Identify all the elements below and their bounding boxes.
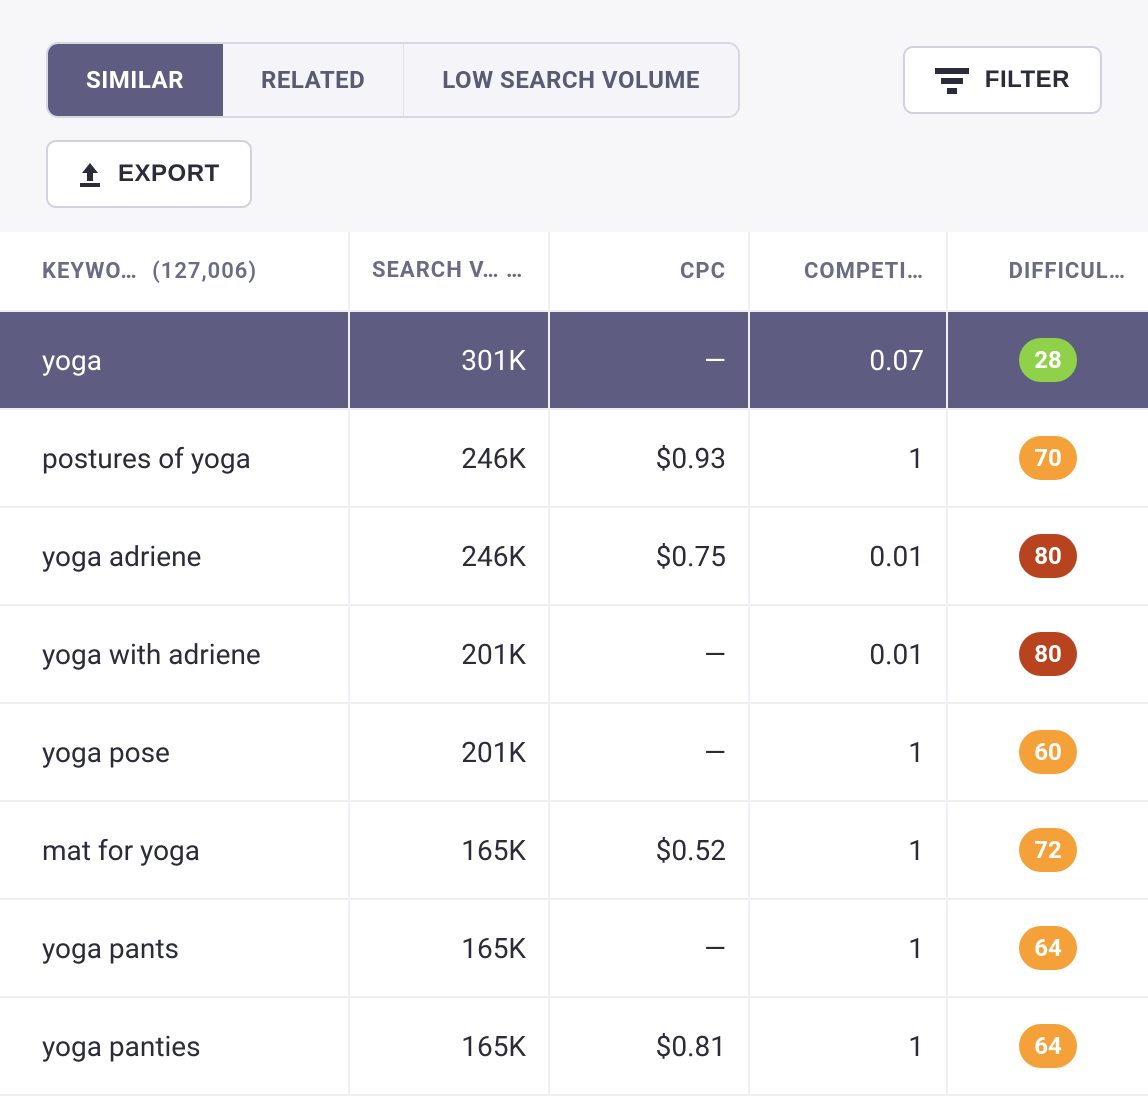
filter-button-label: FILTER	[985, 66, 1070, 94]
difficulty-badge: 64	[1019, 1024, 1077, 1068]
tab-related[interactable]: RELATED	[223, 44, 404, 116]
cell-competition: 1	[750, 410, 948, 508]
cell-cpc: —	[550, 704, 750, 802]
cell-competition: 1	[750, 998, 948, 1096]
keyword-count: (127,006)	[152, 259, 257, 284]
difficulty-badge: 80	[1019, 534, 1077, 578]
col-header-competition[interactable]: COMPETI…	[750, 232, 948, 312]
table-row[interactable]: yoga pose201K—1 60	[0, 704, 1148, 802]
cell-difficulty: 60	[948, 704, 1148, 802]
cell-keyword: yoga pose	[0, 704, 350, 802]
cell-keyword: yoga	[0, 312, 350, 410]
export-button-label: EXPORT	[118, 160, 220, 188]
cell-competition: 0.01	[750, 606, 948, 704]
cell-search-volume: 301K	[350, 312, 550, 410]
table-row[interactable]: mat for yoga165K$0.521 72	[0, 802, 1148, 900]
cell-cpc: —	[550, 606, 750, 704]
col-header-cpc[interactable]: CPC	[550, 232, 750, 312]
difficulty-badge: 60	[1019, 730, 1077, 774]
difficulty-badge: 64	[1019, 926, 1077, 970]
toolbar-row-top: SIMILARRELATEDLOW SEARCH VOLUME FILTER	[46, 42, 1102, 118]
cell-cpc: —	[550, 900, 750, 998]
table-header-row: KEYWO… (127,006) SEARCH V… CPC COMPETI… …	[0, 232, 1148, 312]
table-row[interactable]: yoga panties165K$0.811 64	[0, 998, 1148, 1096]
toolbar: SIMILARRELATEDLOW SEARCH VOLUME FILTER E…	[0, 0, 1148, 232]
cell-keyword: yoga panties	[0, 998, 350, 1096]
cell-cpc: $0.81	[550, 998, 750, 1096]
tab-similar[interactable]: SIMILAR	[48, 44, 223, 116]
cell-search-volume: 201K	[350, 704, 550, 802]
col-header-competition-label: COMPETI…	[804, 259, 924, 284]
col-header-keyword[interactable]: KEYWO… (127,006)	[0, 232, 350, 312]
chevron-down-icon	[516, 258, 536, 284]
table-row[interactable]: postures of yoga246K$0.931 70	[0, 410, 1148, 508]
table-row[interactable]: yoga pants165K—1 64	[0, 900, 1148, 998]
cell-difficulty: 64	[948, 998, 1148, 1096]
col-header-difficulty[interactable]: DIFFICUL…	[948, 232, 1148, 312]
cell-difficulty: 80	[948, 508, 1148, 606]
keywords-table: KEYWO… (127,006) SEARCH V… CPC COMPETI… …	[0, 232, 1148, 1096]
table-row[interactable]: yoga301K—0.07 28	[0, 312, 1148, 410]
cell-difficulty: 80	[948, 606, 1148, 704]
upload-icon	[78, 161, 102, 187]
table-row[interactable]: yoga adriene246K$0.750.01 80	[0, 508, 1148, 606]
difficulty-badge: 72	[1019, 828, 1077, 872]
toolbar-row-bottom: EXPORT	[46, 140, 1102, 208]
cell-cpc: $0.93	[550, 410, 750, 508]
col-header-difficulty-label: DIFFICUL…	[1009, 259, 1126, 284]
cell-search-volume: 201K	[350, 606, 550, 704]
cell-difficulty: 64	[948, 900, 1148, 998]
cell-cpc: $0.75	[550, 508, 750, 606]
cell-search-volume: 165K	[350, 802, 550, 900]
cell-search-volume: 246K	[350, 410, 550, 508]
cell-difficulty: 28	[948, 312, 1148, 410]
cell-competition: 0.07	[750, 312, 948, 410]
cell-cpc: —	[550, 312, 750, 410]
cell-keyword: postures of yoga	[0, 410, 350, 508]
cell-cpc: $0.52	[550, 802, 750, 900]
table-row[interactable]: yoga with adriene201K—0.01 80	[0, 606, 1148, 704]
cell-competition: 1	[750, 802, 948, 900]
difficulty-badge: 80	[1019, 632, 1077, 676]
cell-search-volume: 246K	[350, 508, 550, 606]
cell-keyword: yoga with adriene	[0, 606, 350, 704]
cell-search-volume: 165K	[350, 998, 550, 1096]
col-header-keyword-label: KEYWO…	[42, 259, 138, 284]
tab-low-search-volume[interactable]: LOW SEARCH VOLUME	[404, 44, 738, 116]
difficulty-badge: 70	[1019, 436, 1077, 480]
cell-keyword: yoga adriene	[0, 508, 350, 606]
filter-icon	[935, 66, 969, 94]
filter-button[interactable]: FILTER	[903, 46, 1102, 114]
cell-competition: 1	[750, 704, 948, 802]
cell-difficulty: 70	[948, 410, 1148, 508]
difficulty-badge: 28	[1019, 338, 1077, 382]
col-header-volume-label: SEARCH V…	[372, 258, 500, 283]
cell-search-volume: 165K	[350, 900, 550, 998]
cell-competition: 1	[750, 900, 948, 998]
export-button[interactable]: EXPORT	[46, 140, 252, 208]
cell-difficulty: 72	[948, 802, 1148, 900]
cell-keyword: mat for yoga	[0, 802, 350, 900]
col-header-volume[interactable]: SEARCH V…	[350, 232, 550, 312]
tabs: SIMILARRELATEDLOW SEARCH VOLUME	[46, 42, 740, 118]
cell-keyword: yoga pants	[0, 900, 350, 998]
col-header-cpc-label: CPC	[680, 259, 726, 284]
cell-competition: 0.01	[750, 508, 948, 606]
